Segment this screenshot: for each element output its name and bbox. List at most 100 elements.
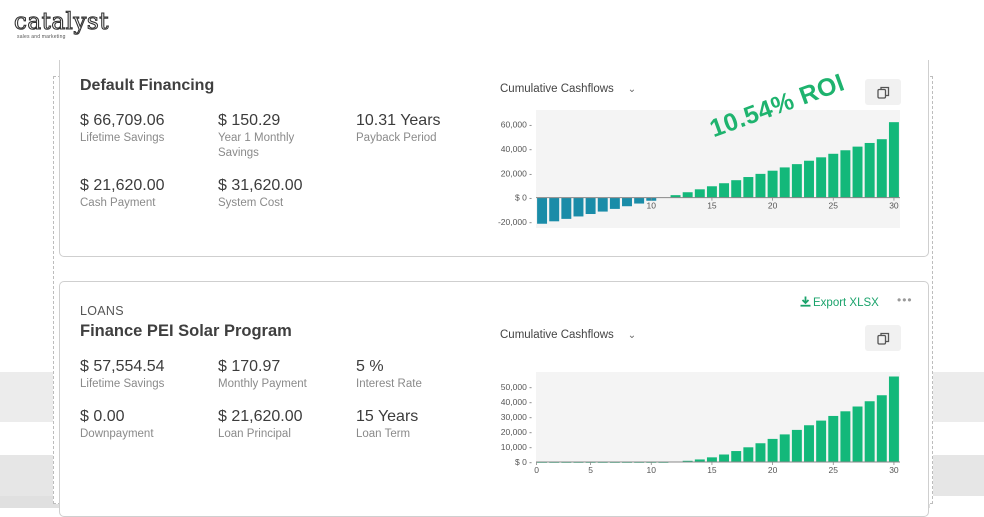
- x-tick-label: 15: [707, 465, 717, 475]
- chart-bar: [743, 447, 753, 462]
- chart-bar: [768, 171, 778, 198]
- y-tick-label: -20,000 -: [498, 217, 532, 227]
- chart-bar: [695, 189, 705, 197]
- card-kicker: LOANS: [80, 304, 124, 318]
- stat-label: Monthly Payment: [218, 377, 348, 392]
- chart-bar: [683, 192, 693, 197]
- chart-bar: [731, 451, 741, 462]
- stat-monthly-savings: $ 150.29 Year 1 Monthly Savings: [218, 111, 328, 161]
- chart-bar: [804, 425, 814, 462]
- chart-bar: [889, 122, 899, 197]
- stat-value: 10.31 Years: [356, 111, 486, 130]
- export-xlsx-button[interactable]: Export XLSX: [800, 296, 879, 309]
- chart-bar: [840, 150, 850, 197]
- stat-value: $ 170.97: [218, 357, 348, 376]
- download-icon: [800, 296, 811, 307]
- y-tick-label: 20,000 -: [501, 168, 532, 178]
- copy-icon: [877, 332, 890, 345]
- stat-value: $ 21,620.00: [218, 407, 348, 426]
- export-label: Export XLSX: [813, 297, 879, 309]
- chart-bar: [828, 416, 838, 462]
- x-tick-label: 15: [707, 201, 717, 211]
- chart-bar: [804, 161, 814, 198]
- x-tick-label: 30: [889, 465, 899, 475]
- chart-bar: [561, 198, 571, 219]
- chart-bar: [610, 198, 620, 209]
- card-title: Default Financing: [80, 77, 214, 95]
- chevron-down-icon: ⌄: [628, 84, 636, 95]
- y-tick-label: 60,000 -: [501, 120, 532, 130]
- copy-chart-button[interactable]: [865, 325, 901, 351]
- dropdown-value: Cumulative Cashflows: [500, 329, 614, 341]
- stat-label: Loan Principal: [218, 427, 348, 442]
- x-tick-label: 10: [647, 465, 657, 475]
- chart-bar: [828, 154, 838, 198]
- chevron-down-icon: ⌄: [628, 330, 636, 341]
- stat-value: $ 57,554.54: [80, 357, 210, 376]
- stat-cash-payment: $ 21,620.00 Cash Payment: [80, 176, 210, 211]
- chart-bar: [755, 443, 765, 462]
- x-tick-label: 30: [889, 201, 899, 211]
- chart-bar: [816, 157, 826, 197]
- stat-value: $ 21,620.00: [80, 176, 210, 195]
- copy-icon: [877, 86, 890, 99]
- y-tick-label: 50,000 -: [501, 382, 532, 392]
- x-tick-label: 20: [768, 465, 778, 475]
- chart-bar: [586, 198, 596, 214]
- chart-bar: [780, 167, 790, 197]
- chart-bar: [889, 377, 899, 463]
- chart-bar: [719, 183, 729, 197]
- chart-bar: [707, 457, 717, 462]
- logo-tagline: sales and marketing: [17, 34, 66, 40]
- cumulative-cashflow-chart: 60,000 -40,000 -20,000 -$ 0 --20,000 -10…: [486, 110, 910, 230]
- x-tick-label: 25: [829, 465, 839, 475]
- stat-loan-term: 15 Years Loan Term: [356, 407, 486, 442]
- chart-bar: [792, 164, 802, 197]
- stat-value: $ 66,709.06: [80, 111, 210, 130]
- card-title: Finance PEI Solar Program: [80, 322, 292, 341]
- stat-label: Payback Period: [356, 131, 486, 146]
- chart-bar: [598, 198, 608, 212]
- chart-bar: [853, 147, 863, 198]
- x-tick-label: 10: [647, 201, 657, 211]
- more-options-button[interactable]: •••: [897, 293, 913, 307]
- stat-label: Lifetime Savings: [80, 377, 210, 392]
- stat-value: $ 31,620.00: [218, 176, 348, 195]
- copy-chart-button[interactable]: [865, 79, 901, 105]
- chart-bar: [877, 139, 887, 197]
- chart-bar: [573, 198, 583, 217]
- chart-bar: [865, 401, 875, 462]
- brand-logo[interactable]: catalyst sales and marketing: [14, 10, 98, 42]
- stat-value: 5 %: [356, 357, 486, 376]
- chart-bar: [707, 186, 717, 197]
- chart-bar: [755, 174, 765, 198]
- x-tick-label: 20: [768, 201, 778, 211]
- chart-bar: [853, 407, 863, 463]
- chart-type-dropdown[interactable]: Cumulative Cashflows ⌄: [500, 329, 636, 341]
- dropdown-value: Cumulative Cashflows: [500, 83, 614, 95]
- chart-bar: [768, 439, 778, 462]
- chart-bar: [634, 198, 644, 204]
- stat-label: Year 1 Monthly Savings: [218, 131, 328, 161]
- chart-bar: [549, 198, 559, 222]
- stat-label: Lifetime Savings: [80, 131, 210, 146]
- chart-bar: [816, 421, 826, 462]
- chart-type-dropdown[interactable]: Cumulative Cashflows ⌄: [500, 83, 636, 95]
- stat-downpayment: $ 0.00 Downpayment: [80, 407, 210, 442]
- logo-wordmark: catalyst: [14, 10, 109, 34]
- stat-system-cost: $ 31,620.00 System Cost: [218, 176, 348, 211]
- stat-lifetime-savings: $ 57,554.54 Lifetime Savings: [80, 357, 210, 392]
- y-tick-label: 40,000 -: [501, 397, 532, 407]
- x-tick-label: 5: [588, 465, 593, 475]
- stat-monthly-payment: $ 170.97 Monthly Payment: [218, 357, 348, 392]
- chart-bar: [743, 177, 753, 198]
- stat-label: Interest Rate: [356, 377, 486, 392]
- chart-bar: [719, 455, 729, 463]
- chart-bar: [731, 180, 741, 197]
- y-tick-label: 30,000 -: [501, 412, 532, 422]
- stat-label: Loan Term: [356, 427, 486, 442]
- x-tick-label: 0: [534, 465, 539, 475]
- stat-label: Cash Payment: [80, 196, 210, 211]
- stat-value: $ 0.00: [80, 407, 210, 426]
- stat-value: 15 Years: [356, 407, 486, 426]
